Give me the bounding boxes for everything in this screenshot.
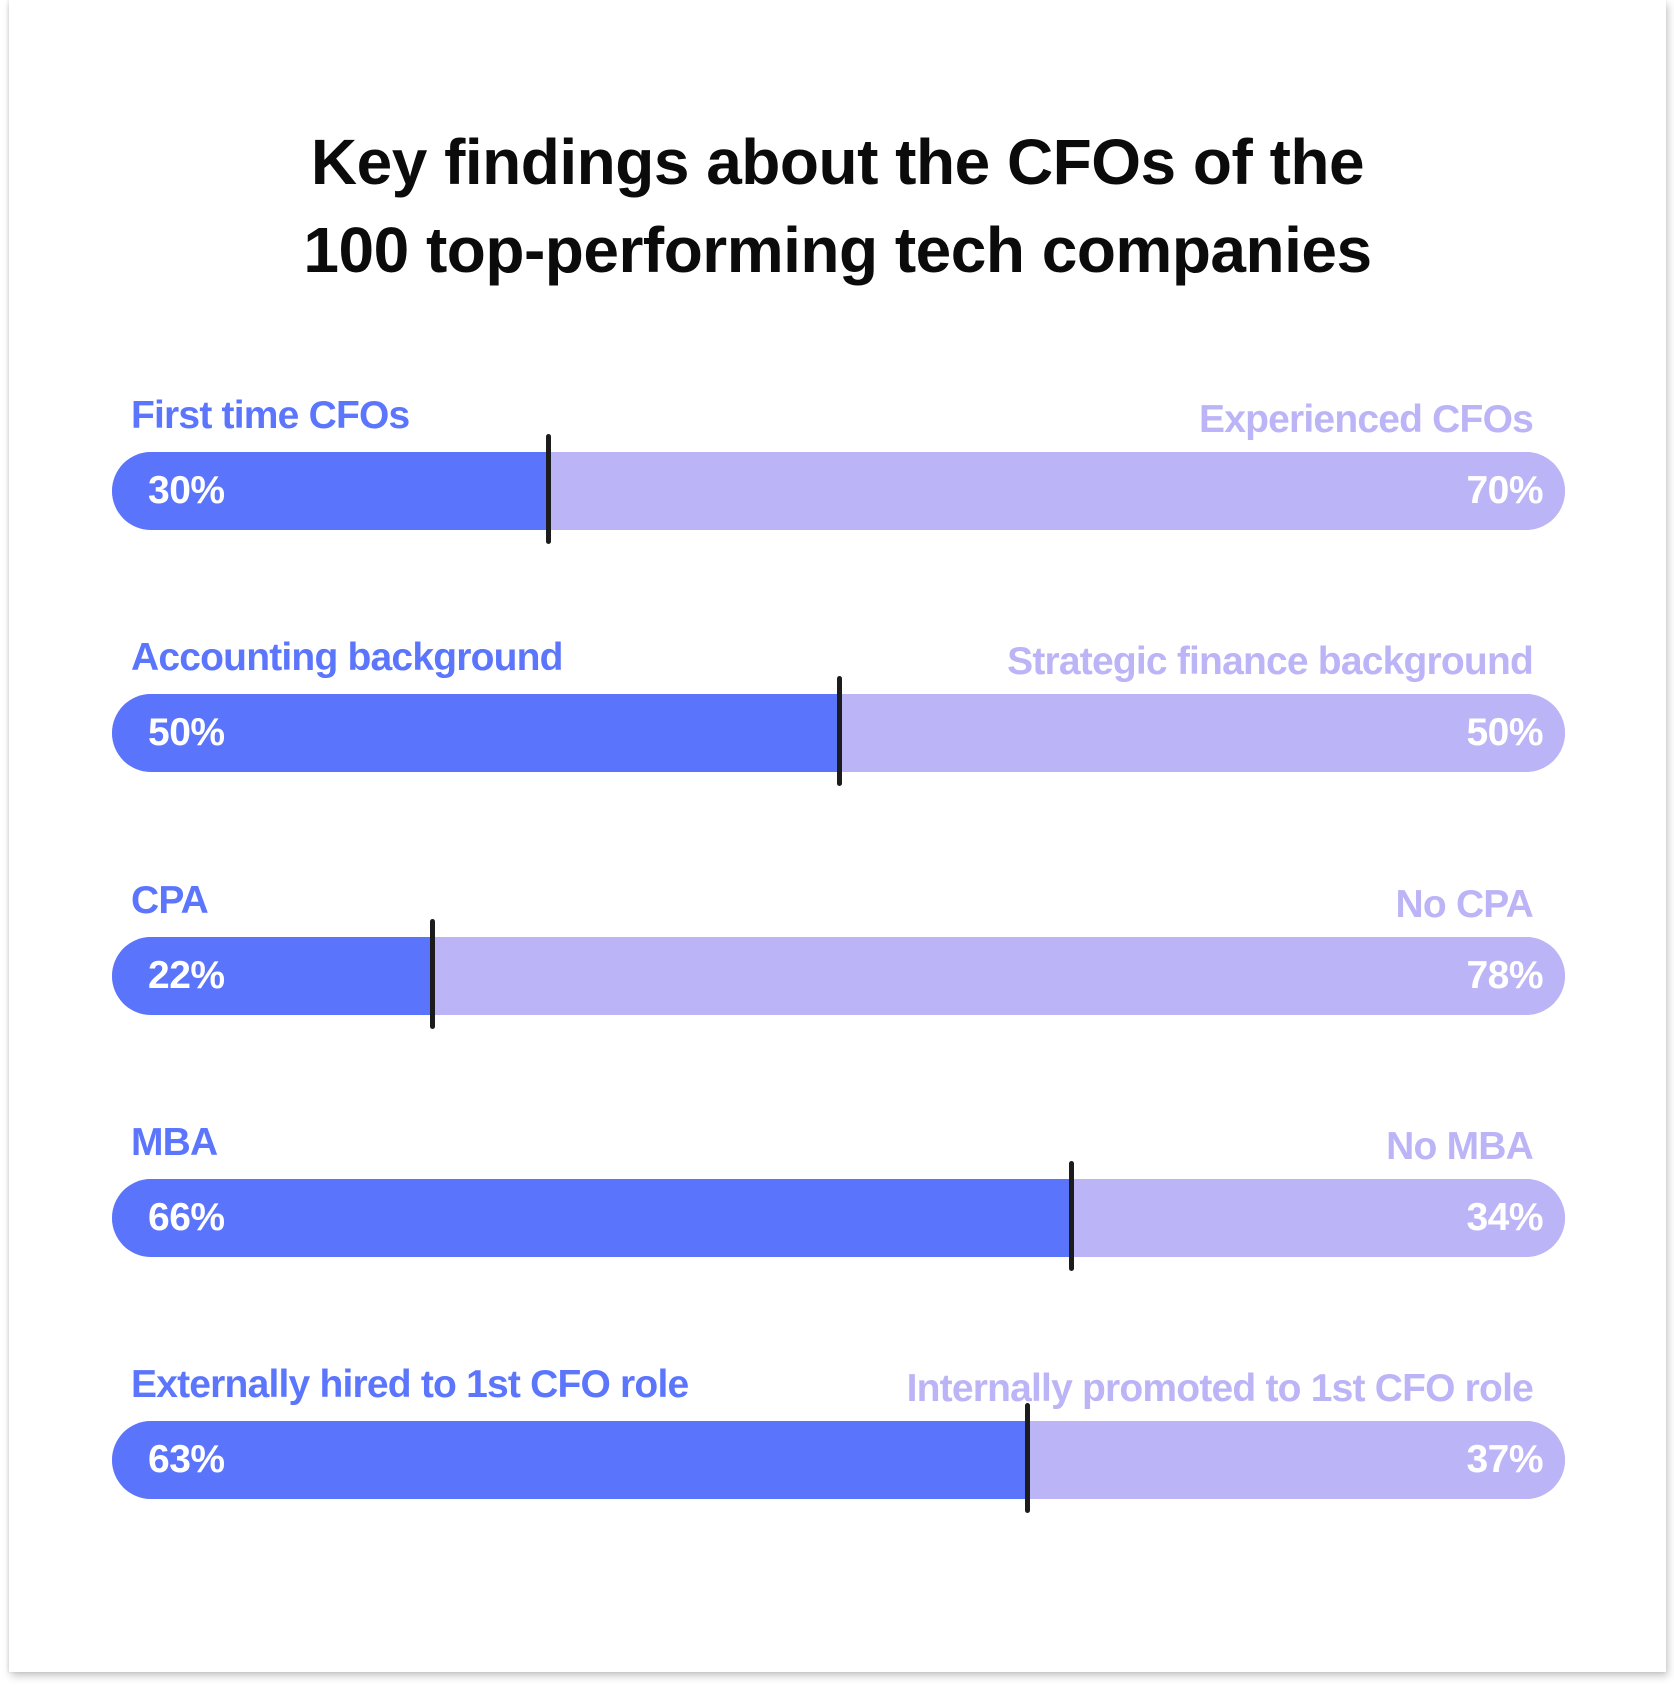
split-marker: [836, 676, 842, 786]
stacked-bar: 66% 34%: [112, 1179, 1565, 1257]
bar-segment-right: [838, 694, 1565, 772]
split-marker: [1068, 1161, 1074, 1271]
bar-segment-left: [112, 694, 839, 772]
chart-title-line-2: 100 top-performing tech companies: [303, 214, 1372, 286]
bar-segment-left: [112, 1179, 1071, 1257]
left-value-label: 22%: [148, 954, 225, 997]
bar-segment-right: [547, 452, 1565, 530]
left-value-label: 50%: [148, 711, 225, 754]
right-value-label: 78%: [1466, 954, 1543, 997]
bar-segment-right: [1027, 1421, 1565, 1499]
right-category-label: No CPA: [1395, 883, 1534, 926]
left-category-label: First time CFOs: [131, 394, 410, 437]
split-marker: [545, 434, 551, 544]
right-category-label: No MBA: [1386, 1125, 1534, 1168]
left-category-label: CPA: [131, 879, 209, 922]
left-category-label: Accounting background: [131, 636, 564, 679]
infographic-card: Key findings about the CFOs of the 100 t…: [9, 0, 1666, 1672]
left-value-label: 66%: [148, 1196, 225, 1239]
bar-segment-right: [1070, 1179, 1565, 1257]
right-value-label: 37%: [1466, 1438, 1543, 1481]
split-marker: [1025, 1403, 1031, 1513]
right-category-label: Experienced CFOs: [1199, 398, 1534, 441]
split-marker: [429, 919, 435, 1029]
stacked-bar: 22% 78%: [112, 937, 1565, 1015]
left-category-label: Externally hired to 1st CFO role: [131, 1363, 689, 1406]
chart-title-line-1: Key findings about the CFOs of the: [310, 126, 1365, 198]
right-value-label: 34%: [1466, 1196, 1543, 1239]
right-value-label: 50%: [1466, 711, 1543, 754]
stacked-bar: 63% 37%: [112, 1421, 1565, 1499]
left-category-label: MBA: [131, 1121, 218, 1164]
chart-title: Key findings about the CFOs of the 100 t…: [9, 118, 1666, 294]
stacked-bar: 30% 70%: [112, 452, 1565, 530]
left-value-label: 63%: [148, 1438, 225, 1481]
bar-segment-right: [431, 937, 1565, 1015]
bar-segment-left: [112, 452, 548, 530]
right-category-label: Internally promoted to 1st CFO role: [906, 1367, 1534, 1410]
bar-row: First time CFOs Experienced CFOs 30% 70%: [9, 394, 1666, 594]
bar-segment-left: [112, 937, 432, 1015]
right-value-label: 70%: [1466, 469, 1543, 512]
right-category-label: Strategic finance background: [1007, 640, 1534, 683]
bar-row: Accounting background Strategic finance b…: [9, 636, 1666, 836]
bar-row: Externally hired to 1st CFO role Internal…: [9, 1363, 1666, 1563]
bar-segment-left: [112, 1421, 1028, 1499]
bar-row: MBA No MBA 66% 34%: [9, 1121, 1666, 1321]
bar-row: CPA No CPA 22% 78%: [9, 879, 1666, 1079]
left-value-label: 30%: [148, 469, 225, 512]
